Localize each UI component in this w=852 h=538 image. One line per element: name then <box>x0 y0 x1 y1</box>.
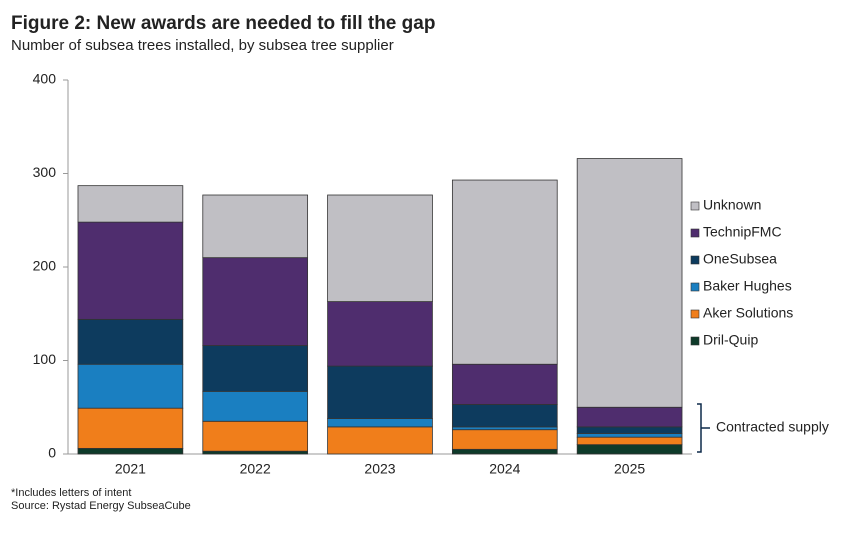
y-tick-label: 400 <box>33 71 57 87</box>
bar-segment <box>327 301 433 367</box>
bar-segment <box>451 404 558 428</box>
x-tick-label: 2024 <box>489 461 520 477</box>
bar-segment <box>327 194 433 302</box>
bar-segment <box>327 418 433 428</box>
bar-segment <box>77 185 184 223</box>
bar-segment <box>202 450 309 455</box>
legend-swatch <box>690 336 700 346</box>
bar-segment <box>576 406 683 428</box>
bar-segment <box>77 407 184 449</box>
bar-segment <box>77 363 184 409</box>
legend-swatch <box>690 201 700 211</box>
bar-segment <box>202 345 309 392</box>
bar-segment <box>202 420 309 452</box>
bar-segment <box>576 444 683 455</box>
bracket <box>697 403 710 453</box>
legend-label: TechnipFMC <box>703 224 782 240</box>
legend-swatch <box>690 282 700 292</box>
legend-label: Aker Solutions <box>703 305 793 321</box>
bar-segment <box>77 447 184 455</box>
bar-segment <box>451 179 558 365</box>
y-tick-label: 0 <box>48 445 56 461</box>
annotation: Contracted supply <box>716 419 829 435</box>
bar-segment <box>327 426 433 455</box>
bar-segment <box>451 429 558 450</box>
bar-segment <box>451 363 558 405</box>
note: *Includes letters of intent <box>11 487 131 499</box>
bar-segment <box>327 365 433 419</box>
y-tick-label: 300 <box>33 164 57 180</box>
bar-segment <box>576 426 683 434</box>
x-tick-label: 2025 <box>614 461 645 477</box>
legend-swatch <box>690 228 700 238</box>
source: Source: Rystad Energy SubseaCube <box>11 500 191 512</box>
legend-label: OneSubsea <box>703 251 777 267</box>
y-tick-label: 100 <box>33 351 57 367</box>
legend-label: Dril-Quip <box>703 332 758 348</box>
bar-segment <box>202 194 309 259</box>
legend-swatch <box>690 309 700 319</box>
bar-segment <box>77 221 184 320</box>
bar-segment <box>451 448 558 455</box>
bar-segment <box>202 390 309 422</box>
bar-segment <box>576 158 683 408</box>
bar-segment <box>576 436 683 446</box>
y-tick-label: 200 <box>33 258 57 274</box>
bar-segment <box>77 318 184 365</box>
legend-label: Unknown <box>703 197 761 213</box>
bar-segment <box>451 426 558 431</box>
x-tick-label: 2022 <box>240 461 271 477</box>
legend-label: Baker Hughes <box>703 278 792 294</box>
legend-swatch <box>690 255 700 265</box>
chart-title: Figure 2: New awards are needed to fill … <box>11 13 435 34</box>
chart-subtitle: Number of subsea trees installed, by sub… <box>11 37 394 54</box>
bar-segment <box>576 433 683 438</box>
x-tick-label: 2021 <box>115 461 146 477</box>
x-tick-label: 2023 <box>364 461 395 477</box>
bar-segment <box>202 257 309 346</box>
